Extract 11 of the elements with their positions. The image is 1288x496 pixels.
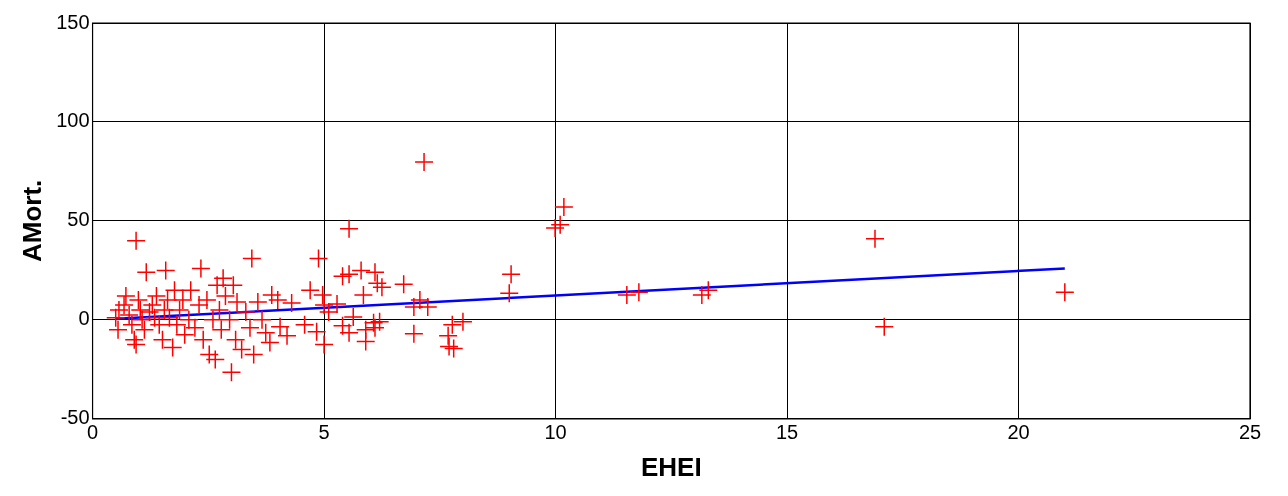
x-tick-label: 5 — [318, 421, 330, 444]
y-tick-label: 150 — [56, 10, 90, 33]
y-tick-label: 50 — [67, 208, 90, 231]
x-axis-title: EHEI — [640, 451, 702, 482]
x-tick-label: 15 — [775, 421, 799, 444]
x-tick-label: 20 — [1007, 421, 1030, 444]
y-tick-label: 100 — [56, 109, 90, 132]
y-axis-title: AMort. — [16, 179, 47, 263]
y-tick-label: 0 — [78, 307, 90, 330]
x-tick-label: 25 — [1238, 421, 1262, 444]
x-tick-label: 10 — [544, 421, 567, 444]
